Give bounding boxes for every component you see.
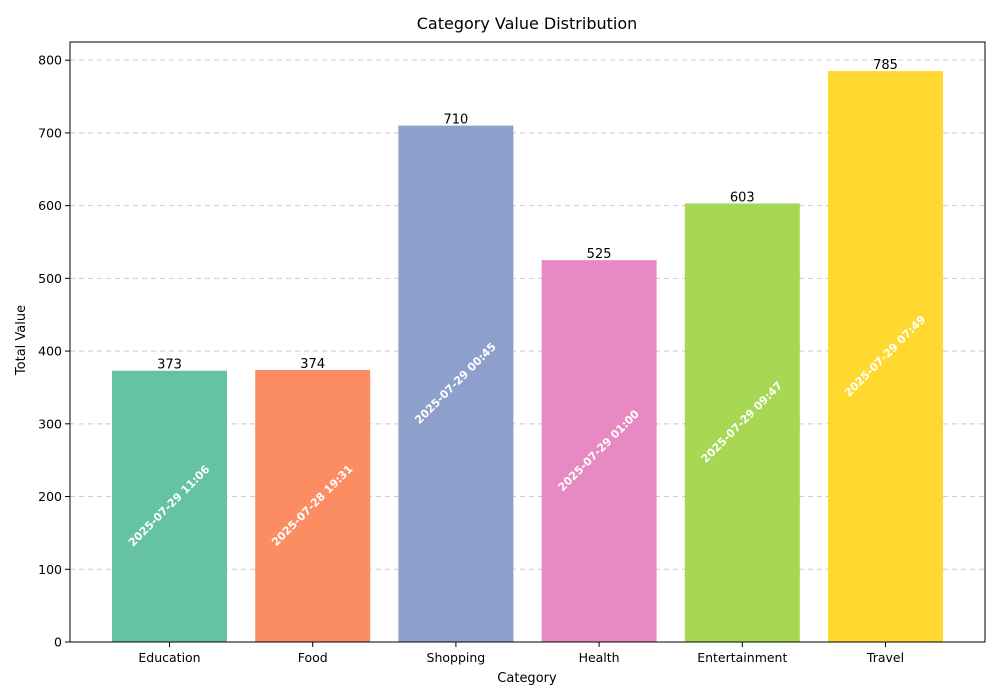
bar-value-label: 374: [300, 357, 325, 372]
x-tick-label: Shopping: [427, 650, 486, 665]
bar-value-label: 373: [157, 358, 182, 373]
axes: 0 100 200 300 400 500 600 700 800 Education Food Sh…: [38, 41, 986, 665]
chart-title: Category Value Distribution: [417, 14, 638, 33]
x-tick-label: Health: [579, 650, 620, 665]
x-tick-label: Education: [138, 650, 200, 665]
bar-value-label: 525: [587, 247, 612, 262]
x-tick-label: Food: [298, 650, 328, 665]
x-tick-label: Entertainment: [697, 650, 787, 665]
bars: [112, 71, 943, 643]
bar-education: [112, 370, 227, 642]
y-tick-label: 400: [38, 344, 62, 359]
bar-travel: [828, 71, 943, 642]
y-tick-label: 200: [38, 489, 62, 504]
y-tick-label: 600: [38, 198, 62, 213]
y-tick-label: 0: [54, 635, 62, 650]
bar-value-label: 603: [730, 190, 755, 205]
y-axis-label: Total Value: [14, 305, 29, 376]
y-tick-label: 100: [38, 562, 62, 577]
y-tick-label: 500: [38, 271, 62, 286]
y-tick-label: 300: [38, 416, 62, 431]
bar-health: [541, 260, 657, 642]
y-tick-label: 800: [38, 53, 62, 68]
x-axis-label: Category: [497, 671, 557, 686]
plot-frame: [69, 41, 986, 643]
bar-entertainment: [684, 203, 800, 643]
bar-value-label: 710: [443, 113, 468, 128]
x-tick-label: Travel: [866, 650, 904, 665]
bar-value-label: 785: [873, 58, 898, 73]
bar-food: [255, 370, 371, 642]
y-tick-label: 700: [38, 125, 62, 140]
bar-shopping: [398, 125, 514, 643]
